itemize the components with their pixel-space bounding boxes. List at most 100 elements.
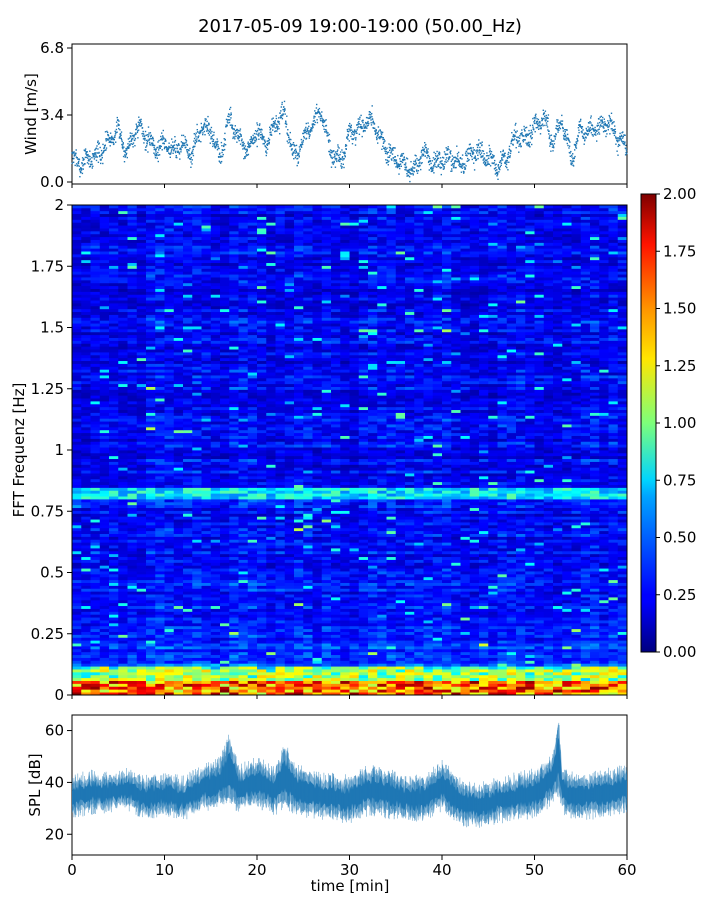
spectrogram-cell [451,626,461,629]
wind-point [273,118,274,119]
spectrogram-cell [331,640,341,643]
spectrogram-cell [609,574,619,577]
spectrogram-cell [285,669,295,672]
spectrogram-cell [118,571,128,574]
wind-point [431,168,432,169]
spectrogram-cell [525,623,535,626]
wind-point [601,116,602,117]
spectrogram-cell [174,611,184,614]
spectrogram-cell [72,603,82,606]
spectrogram-cell [599,600,609,603]
wind-point [284,111,285,112]
spectrogram-cell [396,669,406,672]
spectrogram-cell [100,666,110,669]
spectrogram-cell [303,663,313,666]
wind-point [334,161,335,162]
wind-point [233,136,234,137]
spectrogram-cell [183,617,193,620]
spectrogram-cell [285,609,295,612]
wind-point [191,163,192,164]
spectrogram-cell [322,623,332,626]
wind-point [536,127,537,128]
wind-point [389,155,390,156]
spectrogram-cell [618,658,628,661]
spectrogram-cell [248,663,258,666]
wind-point [113,143,114,144]
spectrogram-cell [470,643,480,646]
spectrogram-cell [229,652,239,655]
wind-point [557,119,558,120]
wind-point [258,139,259,140]
wind-point [578,132,579,133]
spectrogram-cell [192,689,202,692]
spectrogram-cell [387,649,397,652]
spectrogram-cell [507,577,517,580]
wind-point [453,167,454,168]
spectrogram-cell [350,614,360,617]
wind-point [438,166,439,167]
wind-point [470,144,471,145]
spectrogram-cell [535,614,545,617]
spectrogram-cell [359,643,369,646]
wind-point [280,110,281,111]
spectrogram-cell [350,611,360,614]
spectrogram-cell [470,672,480,675]
wind-point [603,126,604,127]
spectrogram-cell [322,658,332,661]
wind-point [282,102,283,103]
spectrogram-cell [507,620,517,623]
spectrogram-cell [387,600,397,603]
spectrogram-cell [544,597,554,600]
spectrogram-cell [507,585,517,588]
spectrogram-cell [174,655,184,658]
wind-point [373,121,374,122]
spectrogram-cell [220,609,230,612]
spectrogram-cell [387,640,397,643]
wind-point [525,139,526,140]
spectrogram-cell [294,626,304,629]
wind-point [546,124,547,125]
spectrogram-cell [525,672,535,675]
wind-point [439,154,440,155]
spectrogram-cell [350,600,360,603]
spectrogram-cell [424,646,434,649]
wind-point [257,146,258,147]
spectrogram-cell [128,640,138,643]
spectrogram-cell [562,609,572,612]
spectrogram-cell [118,689,128,692]
spectrogram-cell [239,611,249,614]
spectrogram-cell [211,588,221,591]
spectrogram-cell [424,655,434,658]
spectrogram-cell [572,591,582,594]
wind-point [428,156,429,157]
spectrogram-cell [359,632,369,635]
wind-point [397,155,398,156]
spectrogram-cell [461,675,471,678]
spectrogram-cell [146,678,156,681]
wind-point [353,138,354,139]
wind-point [531,144,532,145]
spectrogram-cell [516,632,526,635]
spectrogram-cell [562,652,572,655]
spectrogram-cell [303,640,313,643]
spectrogram-cell [618,591,628,594]
spectrogram-cell [81,683,91,686]
spectrogram-cell [387,617,397,620]
spectrogram-cell [183,634,193,637]
wind-point [444,161,445,162]
spectrogram-cell [137,597,147,600]
spectrogram-cell [516,609,526,612]
spectrogram-cell [433,632,443,635]
spectrogram-cell [313,571,323,574]
wind-point [179,153,180,154]
wind-point [338,155,339,156]
wind-point [349,140,350,141]
spectrogram-cell [553,626,563,629]
wind-point [204,131,205,132]
spectrogram-cell [81,617,91,620]
spectrogram-cell [165,611,175,614]
spectrogram-cell [451,585,461,588]
spectrogram-cell [535,588,545,591]
spectrogram-cell [248,646,258,649]
spectrogram-cell [599,609,609,612]
